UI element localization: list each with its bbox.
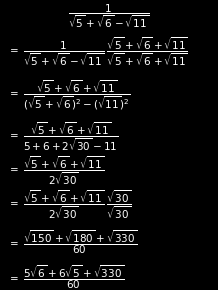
- Text: $=\ \dfrac{\sqrt{5}+\sqrt{6}+\sqrt{11}}{2\sqrt{30}}$: $=\ \dfrac{\sqrt{5}+\sqrt{6}+\sqrt{11}}{…: [7, 155, 104, 187]
- Text: $=\ \dfrac{1}{\sqrt{5}+\sqrt{6}-\sqrt{11}}\ \dfrac{\sqrt{5}+\sqrt{6}+\sqrt{11}}{: $=\ \dfrac{1}{\sqrt{5}+\sqrt{6}-\sqrt{11…: [7, 36, 187, 68]
- Text: $=\ \dfrac{5\sqrt{6}+6\sqrt{5}+\sqrt{330}}{60}$: $=\ \dfrac{5\sqrt{6}+6\sqrt{5}+\sqrt{330…: [7, 263, 124, 290]
- Text: $=\ \dfrac{\sqrt{5}+\sqrt{6}+\sqrt{11}}{2\sqrt{30}}\ \dfrac{\sqrt{30}}{\sqrt{30}: $=\ \dfrac{\sqrt{5}+\sqrt{6}+\sqrt{11}}{…: [7, 188, 131, 221]
- Text: $=\ \dfrac{\sqrt{150}+\sqrt{180}+\sqrt{330}}{60}$: $=\ \dfrac{\sqrt{150}+\sqrt{180}+\sqrt{3…: [7, 228, 137, 256]
- Text: $\dfrac{1}{\sqrt{5}+\sqrt{6}-\sqrt{11}}$: $\dfrac{1}{\sqrt{5}+\sqrt{6}-\sqrt{11}}$: [68, 2, 150, 30]
- Text: $=\ \dfrac{\sqrt{5}+\sqrt{6}+\sqrt{11}}{(\sqrt{5}+\sqrt{6})^{2}-(\sqrt{11})^{2}}: $=\ \dfrac{\sqrt{5}+\sqrt{6}+\sqrt{11}}{…: [7, 79, 130, 113]
- Text: $=\ \dfrac{\sqrt{5}+\sqrt{6}+\sqrt{11}}{5+6+2\sqrt{30}-11}$: $=\ \dfrac{\sqrt{5}+\sqrt{6}+\sqrt{11}}{…: [7, 120, 118, 153]
